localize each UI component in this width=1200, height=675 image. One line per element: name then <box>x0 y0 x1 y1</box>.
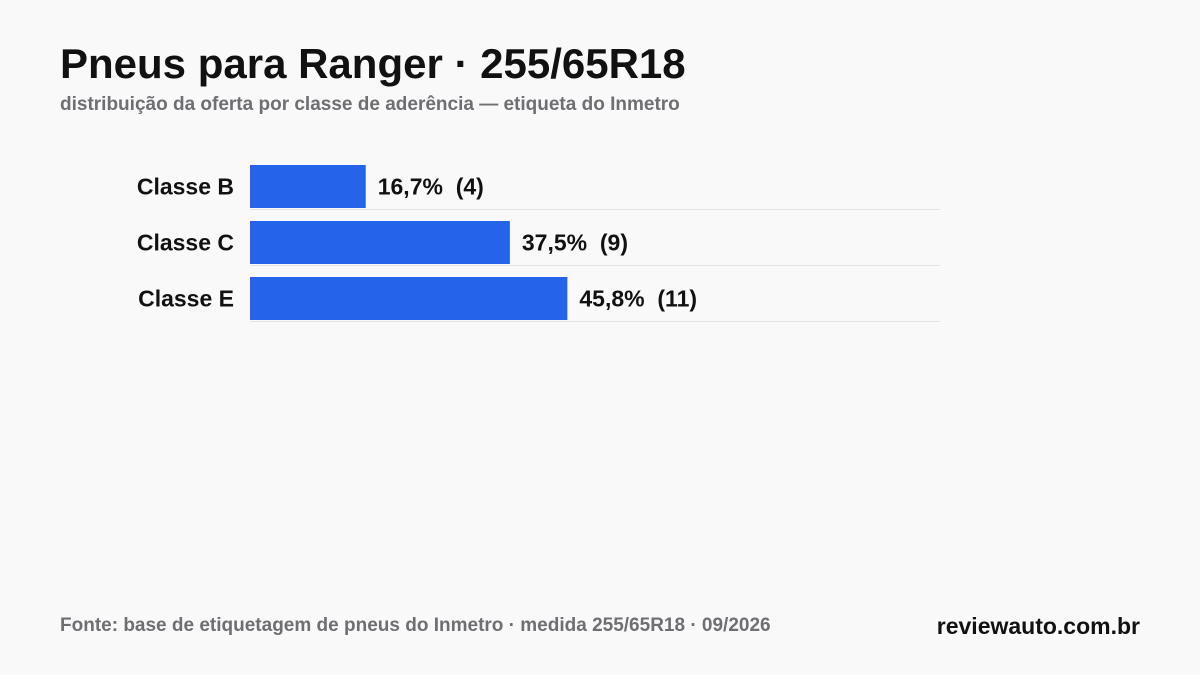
category-label: Classe C <box>137 230 234 256</box>
bar <box>250 277 568 320</box>
value-label: 37,5% (9) <box>522 230 628 256</box>
bar <box>250 165 366 208</box>
brand-link[interactable]: reviewauto.com.br <box>936 613 1140 639</box>
value-label: 45,8% (11) <box>579 286 697 312</box>
source-note: Fonte: base de etiquetagem de pneus do I… <box>60 615 771 636</box>
value-label: 16,7% (4) <box>378 174 484 200</box>
bar <box>250 221 510 264</box>
category-label: Classe B <box>137 174 234 200</box>
chart-title: Pneus para Ranger · 255/65R18 <box>60 40 686 87</box>
chart-subtitle: distribuição da oferta por classe de ade… <box>60 94 680 115</box>
category-label: Classe E <box>138 286 234 312</box>
